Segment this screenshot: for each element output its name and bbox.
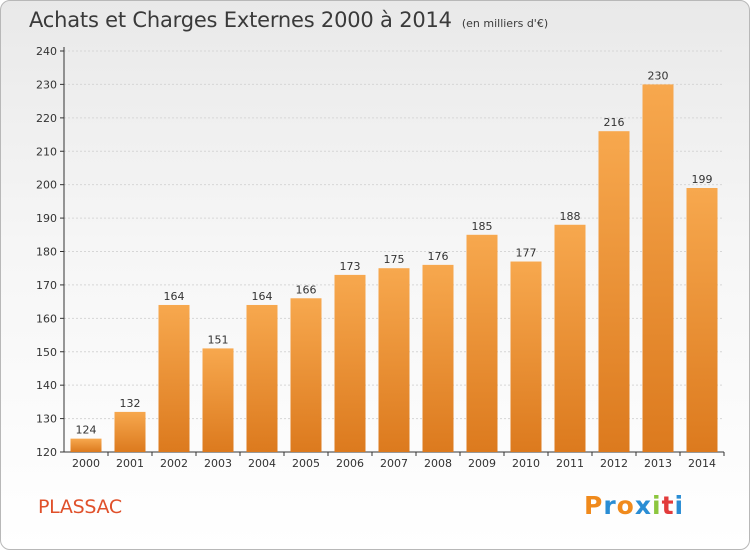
x-tick-label: 2011 bbox=[556, 457, 584, 470]
bar bbox=[598, 131, 630, 452]
data-label: 230 bbox=[648, 69, 669, 82]
y-tick-label: 180 bbox=[36, 246, 57, 259]
bar bbox=[510, 261, 542, 452]
y-tick-label: 120 bbox=[36, 446, 57, 459]
y-tick-labels: 120 130 140 150 160 170 180 190 200 210 220 230 240 bbox=[36, 45, 57, 459]
x-tick-label: 2009 bbox=[468, 457, 496, 470]
logo-letter: x bbox=[634, 491, 652, 520]
bar bbox=[686, 188, 718, 452]
bar bbox=[378, 268, 410, 452]
y-tick-label: 210 bbox=[36, 145, 57, 158]
logo-letter: o bbox=[616, 491, 635, 520]
bar bbox=[114, 411, 146, 452]
x-tick-label: 2002 bbox=[160, 457, 188, 470]
bar bbox=[246, 304, 278, 452]
x-tick-label: 2014 bbox=[688, 457, 716, 470]
bar bbox=[642, 84, 674, 453]
logo-letter: r bbox=[603, 491, 617, 520]
x-tick-label: 2001 bbox=[116, 457, 144, 470]
data-label: 177 bbox=[516, 247, 537, 260]
y-tick-label: 220 bbox=[36, 112, 57, 125]
bar bbox=[466, 234, 498, 452]
x-tick-label: 2000 bbox=[72, 457, 100, 470]
bar bbox=[70, 438, 102, 452]
y-tick-label: 240 bbox=[36, 45, 57, 58]
data-labels: 124 132 164 151 164 166 173 175 176 185 177 188 216 2… bbox=[76, 69, 713, 436]
proxiti-logo: Proxiti bbox=[584, 491, 684, 520]
bar bbox=[290, 298, 322, 452]
logo-letter: P bbox=[584, 491, 604, 520]
data-label: 166 bbox=[296, 283, 317, 296]
data-label: 124 bbox=[76, 424, 97, 437]
y-tick-label: 230 bbox=[36, 78, 57, 91]
x-tick-label: 2007 bbox=[380, 457, 408, 470]
y-tick-label: 170 bbox=[36, 279, 57, 292]
y-tick-label: 140 bbox=[36, 379, 57, 392]
x-tick-label: 2005 bbox=[292, 457, 320, 470]
x-tick-label: 2006 bbox=[336, 457, 364, 470]
data-label: 188 bbox=[560, 210, 581, 223]
logo-letter: t bbox=[661, 491, 675, 520]
data-label: 199 bbox=[692, 173, 713, 186]
data-label: 175 bbox=[384, 253, 405, 266]
x-tick-label: 2010 bbox=[512, 457, 540, 470]
x-tick-label: 2004 bbox=[248, 457, 276, 470]
data-label: 151 bbox=[208, 333, 229, 346]
data-label: 216 bbox=[604, 116, 625, 129]
y-tick-label: 150 bbox=[36, 346, 57, 359]
data-label: 164 bbox=[164, 290, 185, 303]
x-tick-label: 2013 bbox=[644, 457, 672, 470]
logo-letter: i bbox=[674, 491, 685, 520]
x-tick-label: 2012 bbox=[600, 457, 628, 470]
data-label: 164 bbox=[252, 290, 273, 303]
chart-title: Achats et Charges Externes 2000 à 2014 bbox=[29, 8, 452, 32]
y-tick-label: 200 bbox=[36, 179, 57, 192]
data-label: 176 bbox=[428, 250, 449, 263]
x-tick-label: 2008 bbox=[424, 457, 452, 470]
bars bbox=[70, 84, 718, 453]
x-tick-label: 2003 bbox=[204, 457, 232, 470]
commune-name: PLASSAC bbox=[38, 496, 122, 518]
y-tick-label: 160 bbox=[36, 312, 57, 325]
y-tick-label: 130 bbox=[36, 413, 57, 426]
data-label: 185 bbox=[472, 220, 493, 233]
y-tick-label: 190 bbox=[36, 212, 57, 225]
data-label: 132 bbox=[120, 397, 141, 410]
chart-unit: (en milliers d'€) bbox=[461, 17, 549, 30]
data-label: 173 bbox=[340, 260, 361, 273]
x-tick-labels: 2000 2001 2002 2003 2004 2005 2006 2007 2008 2009… bbox=[72, 457, 716, 470]
bar bbox=[554, 224, 586, 452]
bar bbox=[158, 304, 190, 452]
bar bbox=[422, 264, 454, 452]
logo-letter: i bbox=[652, 491, 662, 520]
bar bbox=[202, 348, 234, 452]
chart-header: Achats et Charges Externes 2000 à 2014 (e… bbox=[29, 8, 548, 32]
bar bbox=[334, 274, 366, 452]
